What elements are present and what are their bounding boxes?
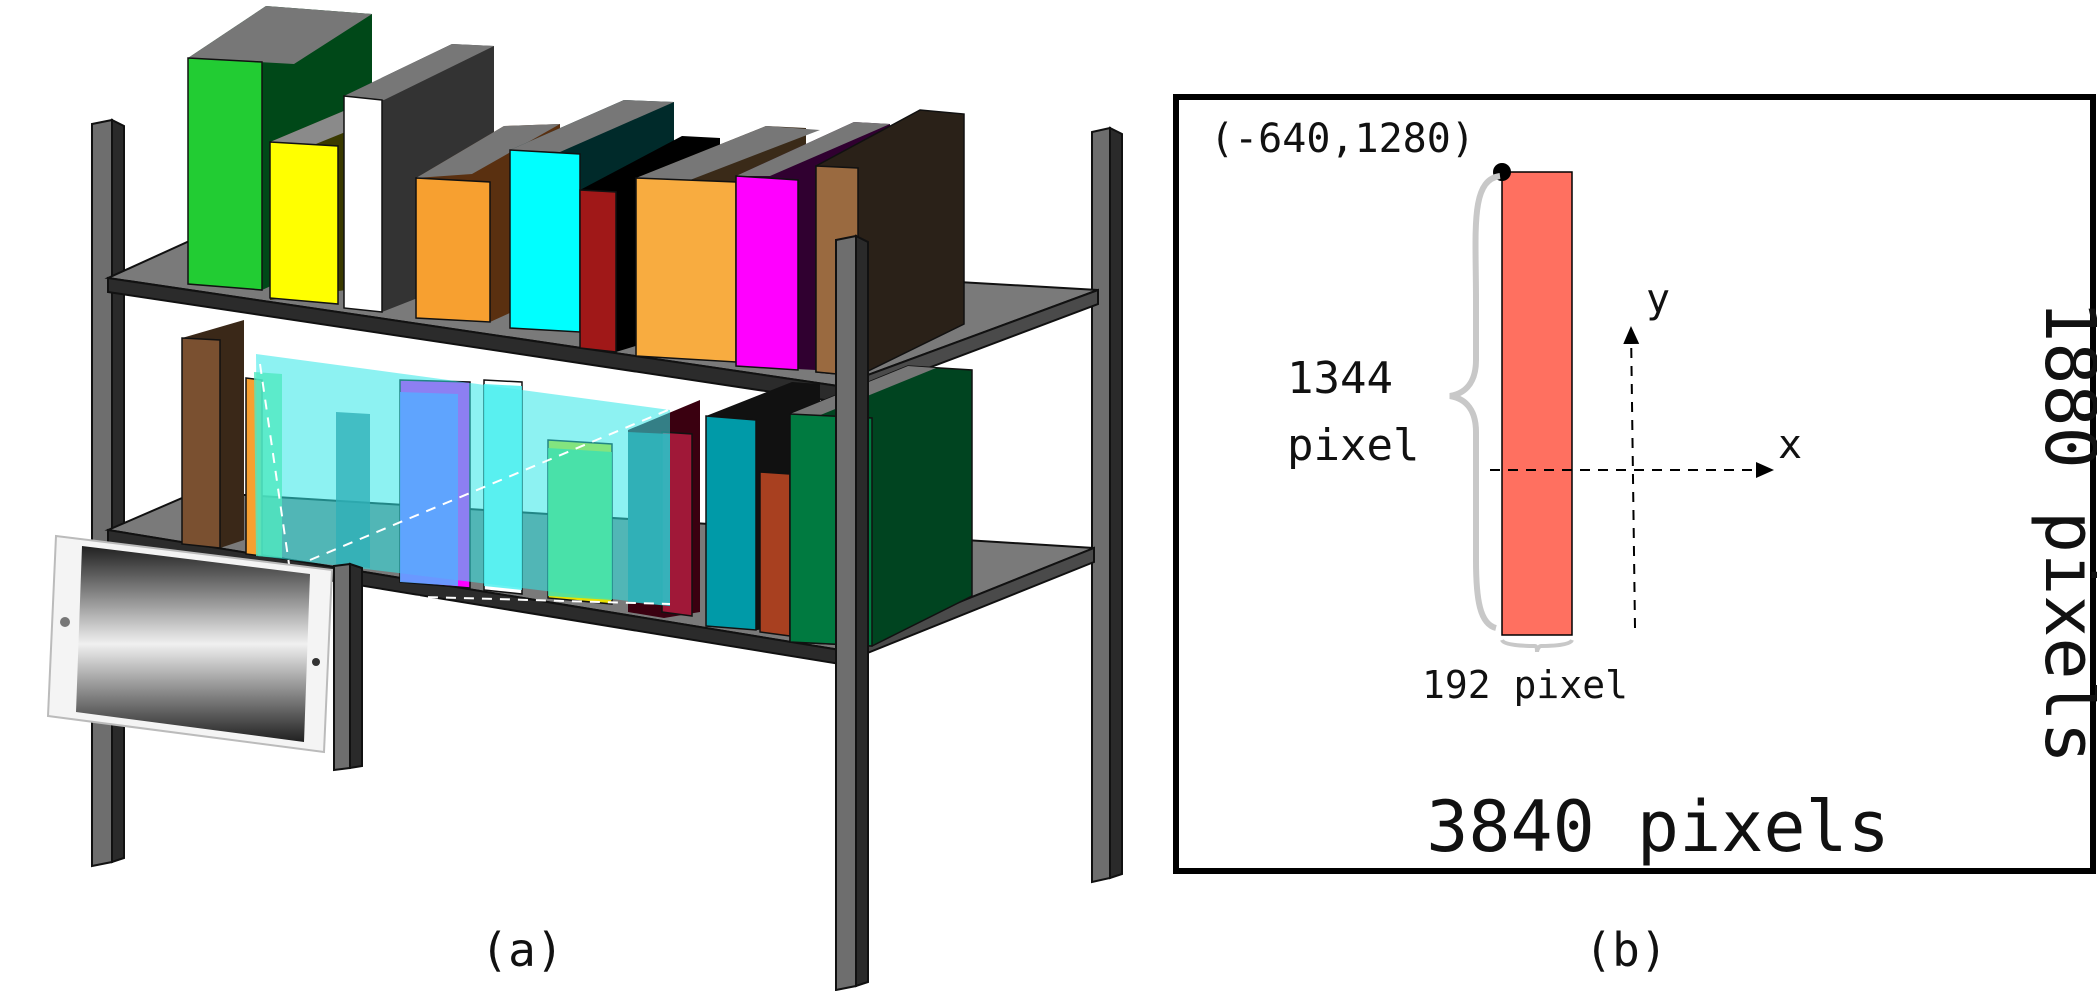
width-brace (1500, 638, 1574, 653)
back-left-post (91, 118, 125, 868)
height-brace (1449, 173, 1501, 631)
screen-width-label: 3840 pixels (1426, 786, 1890, 868)
corner-label: (-640,1280) (1210, 116, 1475, 162)
panel-b-caption: (b) (1584, 923, 1667, 977)
y-axis-label: y (1646, 276, 1670, 322)
book-bottom-darkgreen (789, 365, 973, 647)
panel-b: (-640,1280) 1344 pixel 192 pixel x y 384… (1173, 94, 2097, 977)
panel-a: (a) (46, 6, 1123, 991)
back-right-post (1091, 126, 1123, 884)
book-bottom-rust (759, 471, 791, 637)
panel-a-caption: (a) (480, 923, 563, 977)
width-label: 192 pixel (1422, 663, 1628, 707)
tablet (46, 534, 334, 754)
y-axis (1623, 326, 1640, 629)
front-right-post (835, 234, 869, 991)
projection-overlay (254, 354, 671, 641)
tablet-home-button-icon (312, 658, 320, 666)
screen-frame (1173, 94, 2096, 874)
x-axis-label: x (1778, 422, 1802, 468)
front-left-post (333, 562, 363, 772)
book-bottom-brown (181, 320, 244, 549)
top-shelf-books (187, 6, 965, 377)
screen-height-label: 1880 pixels (2029, 300, 2097, 764)
tablet-camera-icon (60, 617, 70, 627)
height-value-label: 1344 (1287, 353, 1393, 404)
height-unit-label: pixel (1287, 420, 1419, 471)
target-rectangle (1501, 171, 1573, 636)
